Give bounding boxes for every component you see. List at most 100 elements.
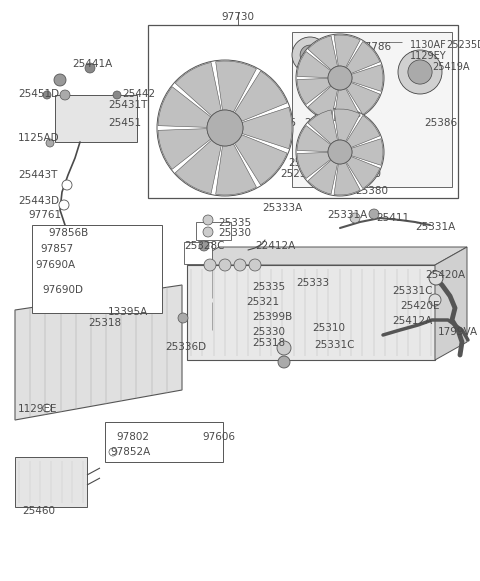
Text: 25336D: 25336D: [165, 342, 206, 352]
Wedge shape: [297, 152, 331, 178]
Circle shape: [109, 448, 117, 456]
Circle shape: [369, 209, 379, 219]
Text: 97852A: 97852A: [110, 447, 150, 457]
Text: 25419A: 25419A: [432, 62, 469, 72]
Bar: [148, 25, 458, 198]
Text: 25386: 25386: [424, 118, 457, 128]
Text: 25399B: 25399B: [252, 312, 292, 322]
Circle shape: [335, 146, 346, 157]
Text: 25443D: 25443D: [18, 196, 59, 206]
Circle shape: [234, 259, 246, 271]
Circle shape: [296, 108, 384, 196]
Text: 97856B: 97856B: [48, 228, 88, 238]
Wedge shape: [334, 88, 360, 121]
Text: 25318: 25318: [252, 338, 285, 348]
Wedge shape: [235, 71, 287, 121]
Text: 97690A: 97690A: [35, 260, 75, 270]
Text: 25420A: 25420A: [425, 270, 465, 280]
Wedge shape: [347, 116, 380, 148]
Text: 25231: 25231: [304, 118, 337, 128]
Text: 25331A: 25331A: [415, 222, 455, 232]
Bar: [184, 242, 212, 264]
Text: 25442: 25442: [122, 89, 155, 99]
Circle shape: [43, 91, 51, 99]
Text: 25395: 25395: [316, 169, 349, 179]
Text: 1130AF: 1130AF: [410, 40, 447, 50]
Circle shape: [408, 60, 432, 84]
Text: 25441A: 25441A: [72, 59, 112, 69]
Text: 97761: 97761: [28, 210, 61, 220]
Text: 25335: 25335: [252, 282, 285, 292]
Text: 25412A: 25412A: [392, 316, 432, 326]
Text: 25411: 25411: [376, 213, 409, 223]
Wedge shape: [308, 160, 337, 194]
Circle shape: [249, 259, 261, 271]
Text: 25328C: 25328C: [184, 241, 225, 251]
Circle shape: [60, 90, 70, 100]
Text: 25443T: 25443T: [18, 170, 58, 180]
Polygon shape: [187, 247, 467, 265]
Wedge shape: [158, 128, 211, 169]
Circle shape: [113, 91, 121, 99]
Wedge shape: [297, 125, 331, 152]
Wedge shape: [308, 86, 337, 120]
Text: 1129EE: 1129EE: [18, 404, 58, 414]
Text: 25395: 25395: [263, 118, 296, 128]
Polygon shape: [435, 247, 467, 360]
Circle shape: [178, 313, 188, 323]
Wedge shape: [297, 78, 331, 105]
Wedge shape: [175, 63, 221, 116]
Text: 25235D: 25235D: [446, 40, 480, 50]
Circle shape: [292, 37, 328, 73]
Text: 25331A: 25331A: [327, 210, 367, 220]
Circle shape: [277, 341, 291, 355]
Bar: [292, 32, 452, 187]
Wedge shape: [308, 36, 337, 70]
Text: 25393: 25393: [288, 158, 321, 168]
Text: 25318: 25318: [88, 318, 121, 328]
Text: 22412A: 22412A: [255, 241, 295, 251]
Circle shape: [350, 213, 360, 223]
Text: 25396N: 25396N: [188, 162, 229, 172]
Circle shape: [300, 45, 320, 65]
Circle shape: [43, 404, 51, 412]
Wedge shape: [216, 144, 256, 195]
Text: 1799VA: 1799VA: [438, 327, 478, 337]
Text: 25451D: 25451D: [18, 89, 59, 99]
Text: 13395A: 13395A: [108, 307, 148, 317]
Wedge shape: [351, 139, 383, 165]
Text: 25431T: 25431T: [108, 100, 147, 110]
Circle shape: [429, 294, 441, 306]
Text: 97730: 97730: [221, 12, 254, 22]
Wedge shape: [347, 41, 380, 74]
Bar: [15, 457, 87, 507]
Circle shape: [199, 241, 209, 251]
Circle shape: [54, 74, 66, 86]
Wedge shape: [297, 52, 331, 78]
Wedge shape: [216, 61, 256, 112]
Text: 1129EY: 1129EY: [410, 51, 446, 61]
Circle shape: [203, 215, 213, 225]
Text: 25333: 25333: [296, 278, 329, 288]
Wedge shape: [308, 110, 337, 144]
Circle shape: [335, 73, 346, 84]
Wedge shape: [242, 107, 292, 149]
Text: 97802: 97802: [116, 432, 149, 442]
Circle shape: [219, 259, 231, 271]
Text: 25393: 25393: [198, 142, 231, 152]
Circle shape: [429, 271, 443, 285]
Circle shape: [46, 139, 54, 147]
Text: 97606: 97606: [202, 432, 235, 442]
Circle shape: [204, 259, 216, 271]
Text: 25380: 25380: [355, 186, 388, 196]
Bar: [196, 222, 231, 240]
Wedge shape: [334, 35, 360, 67]
Circle shape: [59, 200, 69, 210]
Bar: [105, 422, 223, 462]
Polygon shape: [15, 285, 182, 420]
Circle shape: [203, 227, 213, 237]
Text: 1125AD: 1125AD: [18, 133, 60, 143]
Text: 25333A: 25333A: [262, 203, 302, 213]
Circle shape: [157, 60, 293, 196]
Text: 25330: 25330: [252, 327, 285, 337]
